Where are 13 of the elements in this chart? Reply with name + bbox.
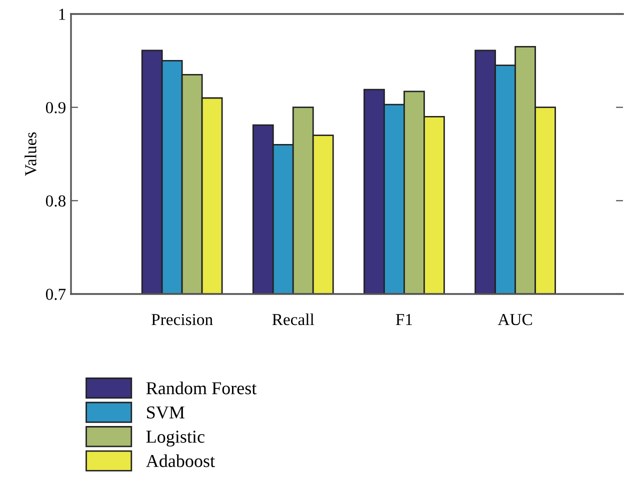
x-tick-label: AUC [498,314,532,326]
y-tick-label: 0.7 [46,288,66,300]
legend-label: Logistic [146,430,204,447]
x-tick-label: Recall [272,313,314,326]
y-tick-label: 1 [59,8,66,20]
legend-label: Random Forest [146,382,257,394]
legend-label: Adaboost [146,454,215,468]
y-axis-title: Values [24,132,36,176]
x-tick-label: F1 [396,314,412,326]
y-tick-label: 0.9 [46,102,66,114]
x-tick-label: Precision [152,314,213,326]
y-tick-label: 0.8 [46,195,66,207]
legend-label: SVM [147,406,184,419]
